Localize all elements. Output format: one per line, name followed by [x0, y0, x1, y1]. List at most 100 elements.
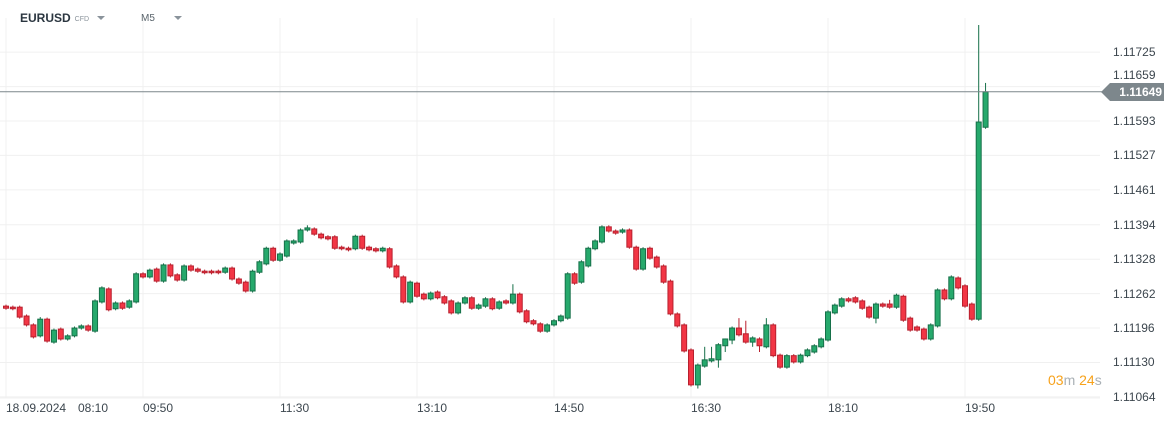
candle-body-up — [379, 247, 386, 252]
candle-body-up — [797, 354, 804, 363]
chevron-down-icon[interactable] — [173, 16, 182, 20]
candle-body-down — [324, 236, 331, 240]
candle-body-down — [571, 273, 578, 284]
timer-seconds: 24 — [1079, 372, 1095, 388]
candle-body-up — [982, 91, 989, 128]
candle-body-up — [948, 276, 955, 300]
candle-body-up — [722, 338, 729, 347]
candle-body-up — [112, 302, 119, 310]
candle-body-down — [968, 303, 975, 320]
timer-minutes: 03 — [1048, 372, 1064, 388]
candle-body-up — [146, 269, 153, 278]
candle-body-up — [290, 240, 297, 244]
candle-body-up — [98, 287, 105, 303]
candle-body-down — [414, 282, 420, 297]
candle-body-up — [133, 273, 140, 303]
candle-body-up — [64, 335, 71, 340]
candle-body-down — [756, 338, 763, 347]
timer-minutes-unit: m — [1063, 372, 1076, 388]
candle-body-down — [955, 277, 962, 289]
candle-body-down — [920, 328, 927, 340]
candle-body-up — [708, 358, 715, 362]
candle-body-up — [557, 315, 564, 322]
candle-body-up — [283, 240, 290, 257]
candle-body-down — [667, 280, 674, 315]
candle-body-down — [3, 305, 9, 309]
candle-body-down — [941, 289, 948, 300]
candle-body-up — [277, 253, 283, 261]
candle-body-up — [585, 247, 592, 267]
candle-body-up — [729, 327, 736, 341]
candle-body-up — [407, 281, 414, 303]
candle-body-down — [660, 265, 667, 283]
candle-body-up — [872, 303, 879, 319]
timeframe-selector[interactable]: M5 — [141, 10, 182, 26]
candle-body-down — [448, 300, 455, 314]
x-tick-label: 14:50 — [554, 401, 585, 415]
candle-body-down — [914, 326, 921, 331]
candle-body-down — [393, 265, 400, 278]
candle-body-down — [201, 270, 208, 274]
candle-body-down — [105, 288, 112, 311]
symbol-selector[interactable]: EURUSD CFD — [20, 10, 106, 26]
candle-body-down — [653, 256, 660, 268]
candle-body-up — [544, 324, 551, 332]
candle-body-down — [674, 313, 681, 327]
candle-body-up — [893, 294, 900, 308]
y-tick-label: 1.11394 — [1113, 217, 1156, 232]
candle-body-up — [461, 297, 468, 304]
y-tick-label: 1.11196 — [1113, 321, 1155, 336]
candle-body-up — [37, 318, 44, 337]
candle-body-up — [551, 320, 557, 326]
candle-body-up — [71, 327, 78, 337]
candle-body-down — [420, 293, 427, 300]
candle-body-up — [783, 355, 790, 368]
candle-body-up — [640, 248, 647, 270]
candle-body-down — [44, 318, 51, 342]
candle-body-down — [537, 323, 544, 332]
y-tick-label: 1.11262 — [1113, 286, 1156, 301]
candle-body-up — [701, 359, 708, 367]
candle-countdown: 03m 24s — [1048, 372, 1102, 388]
candle-body-down — [153, 268, 160, 282]
candle-body-down — [85, 325, 92, 331]
candle-body-down — [646, 247, 653, 259]
candle-body-down — [886, 303, 893, 308]
candle-body-down — [270, 247, 277, 261]
candle-body-down — [140, 273, 146, 278]
candle-body-up — [304, 227, 311, 231]
candle-body-down — [23, 315, 30, 326]
chevron-down-icon[interactable] — [97, 16, 106, 20]
x-tick-label: 09:50 — [143, 401, 174, 415]
candle-body-up — [592, 240, 599, 250]
candle-body-down — [489, 298, 496, 310]
candle-body-up — [825, 311, 831, 341]
y-tick-label: 1.11328 — [1113, 252, 1156, 267]
candle-body-down — [57, 328, 64, 340]
candle-body-down — [626, 229, 633, 248]
candle-body-down — [900, 295, 907, 321]
candle-body-down — [859, 300, 866, 309]
candle-body-up — [564, 273, 571, 319]
candle-body-up — [838, 298, 845, 307]
candle-body-down — [879, 303, 886, 307]
instrument-type: CFD — [74, 15, 90, 23]
candle-body-up — [619, 229, 626, 233]
candle-body-down — [777, 354, 784, 368]
candle-body-down — [468, 297, 475, 309]
y-tick-label: 1.11725 — [1113, 45, 1156, 60]
candle-body-up — [160, 264, 167, 282]
candle-body-down — [605, 226, 612, 232]
candle-body-up — [749, 337, 756, 343]
candle-body-up — [92, 300, 99, 332]
candle-body-up — [50, 329, 57, 343]
candle-body-up — [715, 344, 722, 361]
y-tick-label: 1.11593 — [1113, 113, 1156, 128]
candle-body-down — [30, 324, 37, 338]
candle-body-down — [194, 268, 201, 272]
candle-body-down — [845, 298, 852, 302]
timeframe-label: M5 — [141, 12, 155, 24]
candle-body-up — [352, 235, 359, 250]
x-tick-label: 18:10 — [828, 401, 859, 415]
